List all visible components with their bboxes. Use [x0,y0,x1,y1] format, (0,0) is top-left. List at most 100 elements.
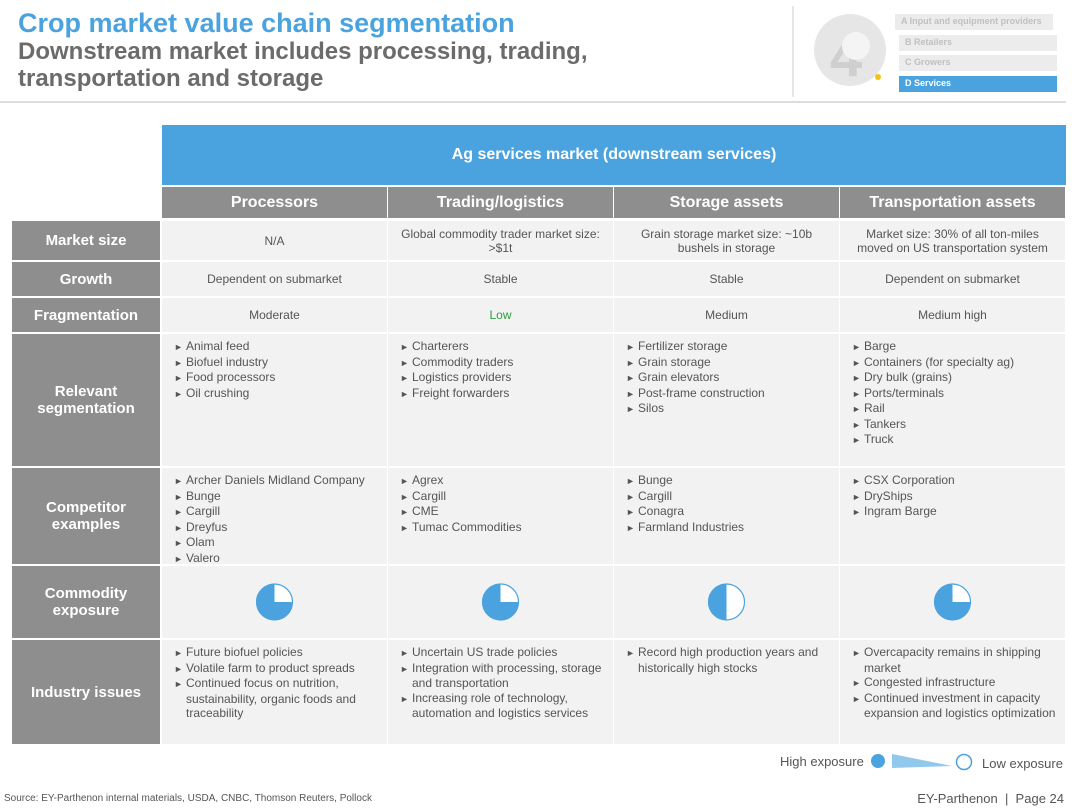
subtitle: Downstream market includes processing, t… [18,38,588,92]
bullet-item: Tumac Commodities [400,520,605,536]
nav-item: A Input and equipment providers [895,14,1053,30]
bullet-item: Ports/terminals [852,386,1057,402]
text-cell: Stable [388,262,613,296]
row-label: Competitor examples [12,468,160,564]
text-cell: Dependent on submarket [162,262,387,296]
ball-fill [708,584,727,620]
list-cell: CSX CorporationDryShipsIngram Barge [840,468,1065,564]
bullet-item: Continued investment in capacity expansi… [852,691,1057,721]
bullet-item: Truck [852,432,1057,448]
bullet-item: CSX Corporation [852,473,1057,489]
list-cell: Overcapacity remains in shipping marketC… [840,640,1065,744]
legend-high: High exposure [780,754,864,769]
row-label: Growth [12,262,160,296]
title: Crop market value chain segmentation [18,8,515,38]
row-label: Commodity exposure [12,566,160,638]
bullet-item: Barge [852,339,1057,355]
bullet-item: Archer Daniels Midland Company [174,473,379,489]
bullet-item: Congested infrastructure [852,675,1057,691]
bullet-item: CME [400,504,605,520]
row-label: Relevant segmentation [12,334,160,466]
bullet-item: Grain storage [626,355,831,371]
bullet-item: Bunge [626,473,831,489]
list-cell: BungeCargillConagraFarmland Industries [614,468,839,564]
list-cell: Record high production years and histori… [614,640,839,744]
row-label: Fragmentation [12,298,160,332]
ball-cell [840,566,1065,638]
ball-fill [482,584,519,620]
bullet-item: Cargill [174,504,379,520]
bullet-item: Food processors [174,370,379,386]
bullet-item: Oil crushing [174,386,379,402]
bullet-item: Cargill [626,489,831,505]
ball-fill [256,584,293,620]
bullet-item: Volatile farm to product spreads [174,661,379,677]
text-cell: N/A [162,221,387,260]
ball-cell [388,566,613,638]
row-label: Market size [12,221,160,260]
list-cell: AgrexCargillCMETumac Commodities [388,468,613,564]
bullet-item: Valero [174,551,379,567]
list-cell: BargeContainers (for specialty ag)Dry bu… [840,334,1065,466]
harvey-ball [933,583,972,621]
bullet-item: Tankers [852,417,1057,433]
bullet-item: Silos [626,401,831,417]
text-cell: Stable [614,262,839,296]
bullet-item: Agrex [400,473,605,489]
bullet-item: Continued focus on nutrition, sustainabi… [174,676,379,721]
bullet-item: Dry bulk (grains) [852,370,1057,386]
nav-item: D Services [899,75,1057,92]
bullet-item: Rail [852,401,1057,417]
column-header: Transportation assets [840,187,1065,218]
list-cell: Fertilizer storageGrain storageGrain ele… [614,334,839,466]
nav-item: C Growers [899,55,1057,71]
bullet-item: Commodity traders [400,355,605,371]
bullet-item: Cargill [400,489,605,505]
list-cell: CharterersCommodity tradersLogistics pro… [388,334,613,466]
bullet-item: Record high production years and histori… [626,645,831,675]
bullet-item: Dreyfus [174,520,379,536]
bullet-item: DryShips [852,489,1057,505]
bullet-item: Freight forwarders [400,386,605,402]
text-cell: Grain storage market size: ~10b bushels … [614,221,839,260]
bullet-item: Logistics providers [400,370,605,386]
legend-low: Low exposure [982,756,1063,771]
harvey-ball [255,583,294,621]
bullet-item: Conagra [626,504,831,520]
bullet-item: Overcapacity remains in shipping market [852,645,1057,675]
list-cell: Uncertain US trade policiesIntegration w… [388,640,613,744]
bullet-item: Post-frame construction [626,386,831,402]
bullet-item: Farmland Industries [626,520,831,536]
text-cell: Market size: 30% of all ton-miles moved … [840,221,1065,260]
list-cell: Archer Daniels Midland CompanyBungeCargi… [162,468,387,567]
column-header: Storage assets [614,187,839,218]
list-cell: Future biofuel policiesVolatile farm to … [162,640,387,744]
bullet-item: Bunge [174,489,379,505]
bullet-item: Containers (for specialty ag) [852,355,1057,371]
harvey-ball [481,583,520,621]
ball-cell [614,566,839,638]
page-number: EY-Parthenon | Page 24 [917,791,1064,806]
bullet-item: Grain elevators [626,370,831,386]
bullet-item: Fertilizer storage [626,339,831,355]
banner: Ag services market (downstream services) [162,125,1066,185]
bullet-item: Ingram Barge [852,504,1057,520]
column-header: Trading/logistics [388,187,613,218]
harvey-ball [707,583,746,621]
bullet-item: Future biofuel policies [174,645,379,661]
text-cell: Medium [614,298,839,332]
source: Source: EY-Parthenon internal materials,… [4,793,372,804]
nav-item: B Retailers [899,34,1057,51]
text-cell: Moderate [162,298,387,332]
column-header: Processors [162,187,387,218]
row-label: Industry issues [12,640,160,744]
bullet-item: Biofuel industry [174,355,379,371]
ball-cell [162,566,387,638]
text-cell: Dependent on submarket [840,262,1065,296]
bullet-item: Integration with processing, storage and… [400,661,605,691]
bullet-item: Olam [174,535,379,551]
bullet-item: Animal feed [174,339,379,355]
list-cell: Animal feedBiofuel industryFood processo… [162,334,387,466]
bullet-item: Increasing role of technology, automatio… [400,691,605,721]
